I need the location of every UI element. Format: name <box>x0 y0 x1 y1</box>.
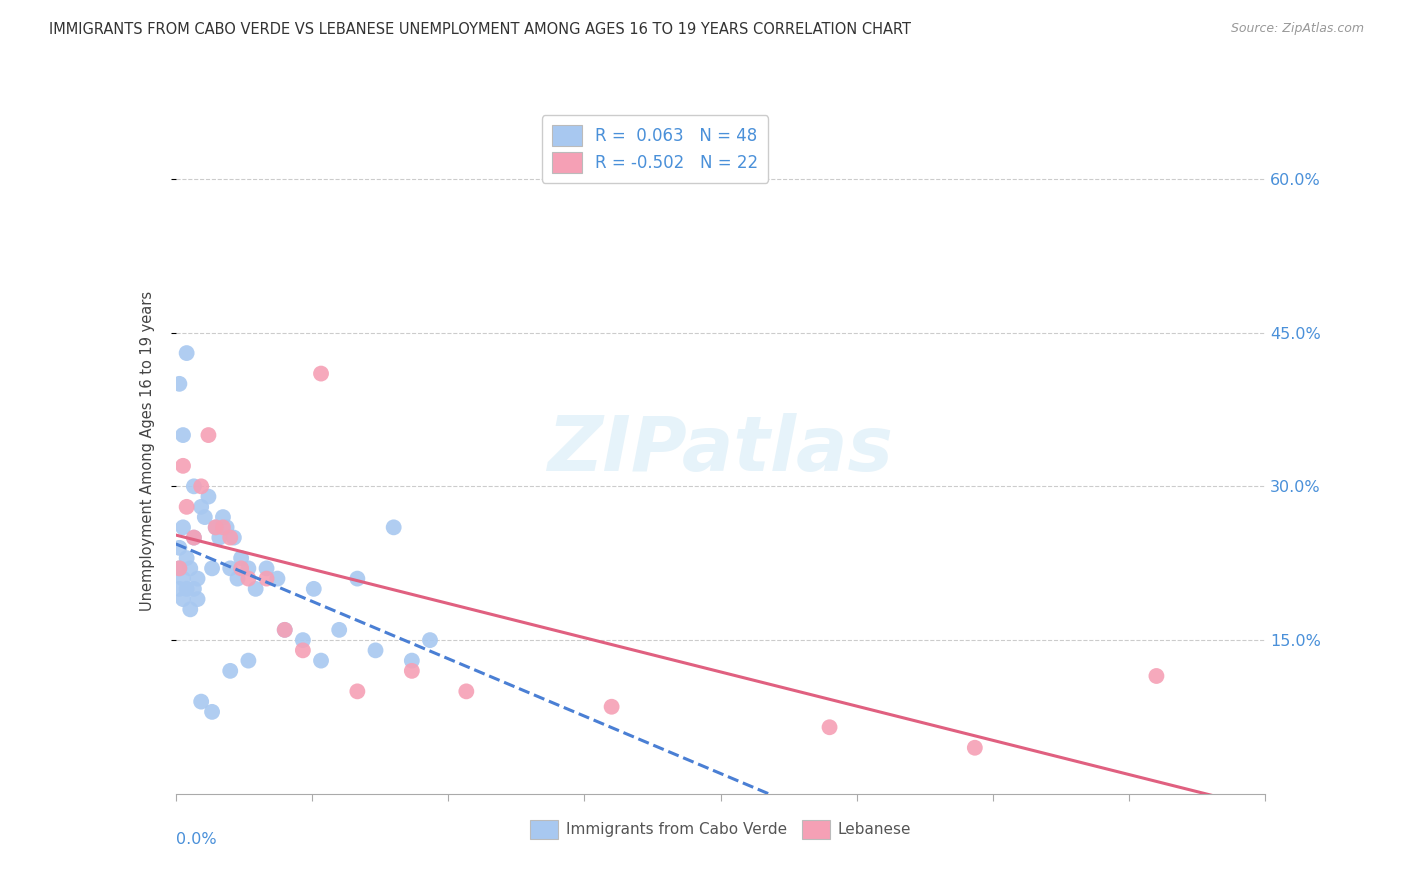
Point <box>266 572 288 586</box>
Point <box>169 561 191 575</box>
Point <box>818 720 841 734</box>
Point <box>186 592 209 607</box>
Point <box>169 561 191 575</box>
Point <box>963 740 986 755</box>
Point <box>328 623 350 637</box>
Legend: Immigrants from Cabo Verde, Lebanese: Immigrants from Cabo Verde, Lebanese <box>524 814 917 845</box>
Y-axis label: Unemployment Among Ages 16 to 19 years: Unemployment Among Ages 16 to 19 years <box>141 291 155 610</box>
Point <box>364 643 387 657</box>
Point <box>401 664 423 678</box>
Point <box>215 520 238 534</box>
Point <box>309 654 332 668</box>
Point <box>197 490 219 504</box>
Point <box>238 654 260 668</box>
Text: ZIPatlas: ZIPatlas <box>547 414 894 487</box>
Text: 0.0%: 0.0% <box>176 831 217 847</box>
Point <box>291 633 314 648</box>
Point <box>309 367 332 381</box>
Point <box>172 572 194 586</box>
Point <box>600 699 623 714</box>
Point <box>256 561 278 575</box>
Point <box>183 582 205 596</box>
Point <box>194 510 217 524</box>
Point <box>179 561 201 575</box>
Point <box>197 428 219 442</box>
Point <box>190 479 212 493</box>
Point <box>201 561 224 575</box>
Point <box>346 684 368 698</box>
Point <box>245 582 267 596</box>
Point <box>208 531 231 545</box>
Point <box>291 643 314 657</box>
Text: IMMIGRANTS FROM CABO VERDE VS LEBANESE UNEMPLOYMENT AMONG AGES 16 TO 19 YEARS CO: IMMIGRANTS FROM CABO VERDE VS LEBANESE U… <box>49 22 911 37</box>
Point <box>231 561 253 575</box>
Point <box>419 633 441 648</box>
Point <box>169 541 191 555</box>
Point <box>238 561 260 575</box>
Point <box>169 582 191 596</box>
Point <box>172 520 194 534</box>
Point <box>346 572 368 586</box>
Point <box>219 531 242 545</box>
Point <box>186 572 209 586</box>
Point <box>219 561 242 575</box>
Point <box>219 664 242 678</box>
Point <box>183 531 205 545</box>
Point <box>176 500 198 514</box>
Point <box>176 551 198 566</box>
Point <box>274 623 297 637</box>
Point <box>172 592 194 607</box>
Point <box>1146 669 1168 683</box>
Point <box>183 479 205 493</box>
Point <box>201 705 224 719</box>
Point <box>231 551 253 566</box>
Point <box>274 623 297 637</box>
Point <box>204 520 226 534</box>
Point <box>204 520 226 534</box>
Point <box>172 428 194 442</box>
Point <box>456 684 478 698</box>
Point <box>401 654 423 668</box>
Text: Source: ZipAtlas.com: Source: ZipAtlas.com <box>1230 22 1364 36</box>
Point <box>256 572 278 586</box>
Point <box>183 531 205 545</box>
Point <box>176 582 198 596</box>
Point <box>226 572 249 586</box>
Point <box>302 582 325 596</box>
Point <box>212 520 235 534</box>
Point <box>176 346 198 360</box>
Point <box>190 500 212 514</box>
Point <box>172 458 194 473</box>
Point <box>169 376 191 391</box>
Point <box>212 510 235 524</box>
Point <box>190 695 212 709</box>
Point <box>222 531 245 545</box>
Point <box>238 572 260 586</box>
Point <box>179 602 201 616</box>
Point <box>382 520 405 534</box>
